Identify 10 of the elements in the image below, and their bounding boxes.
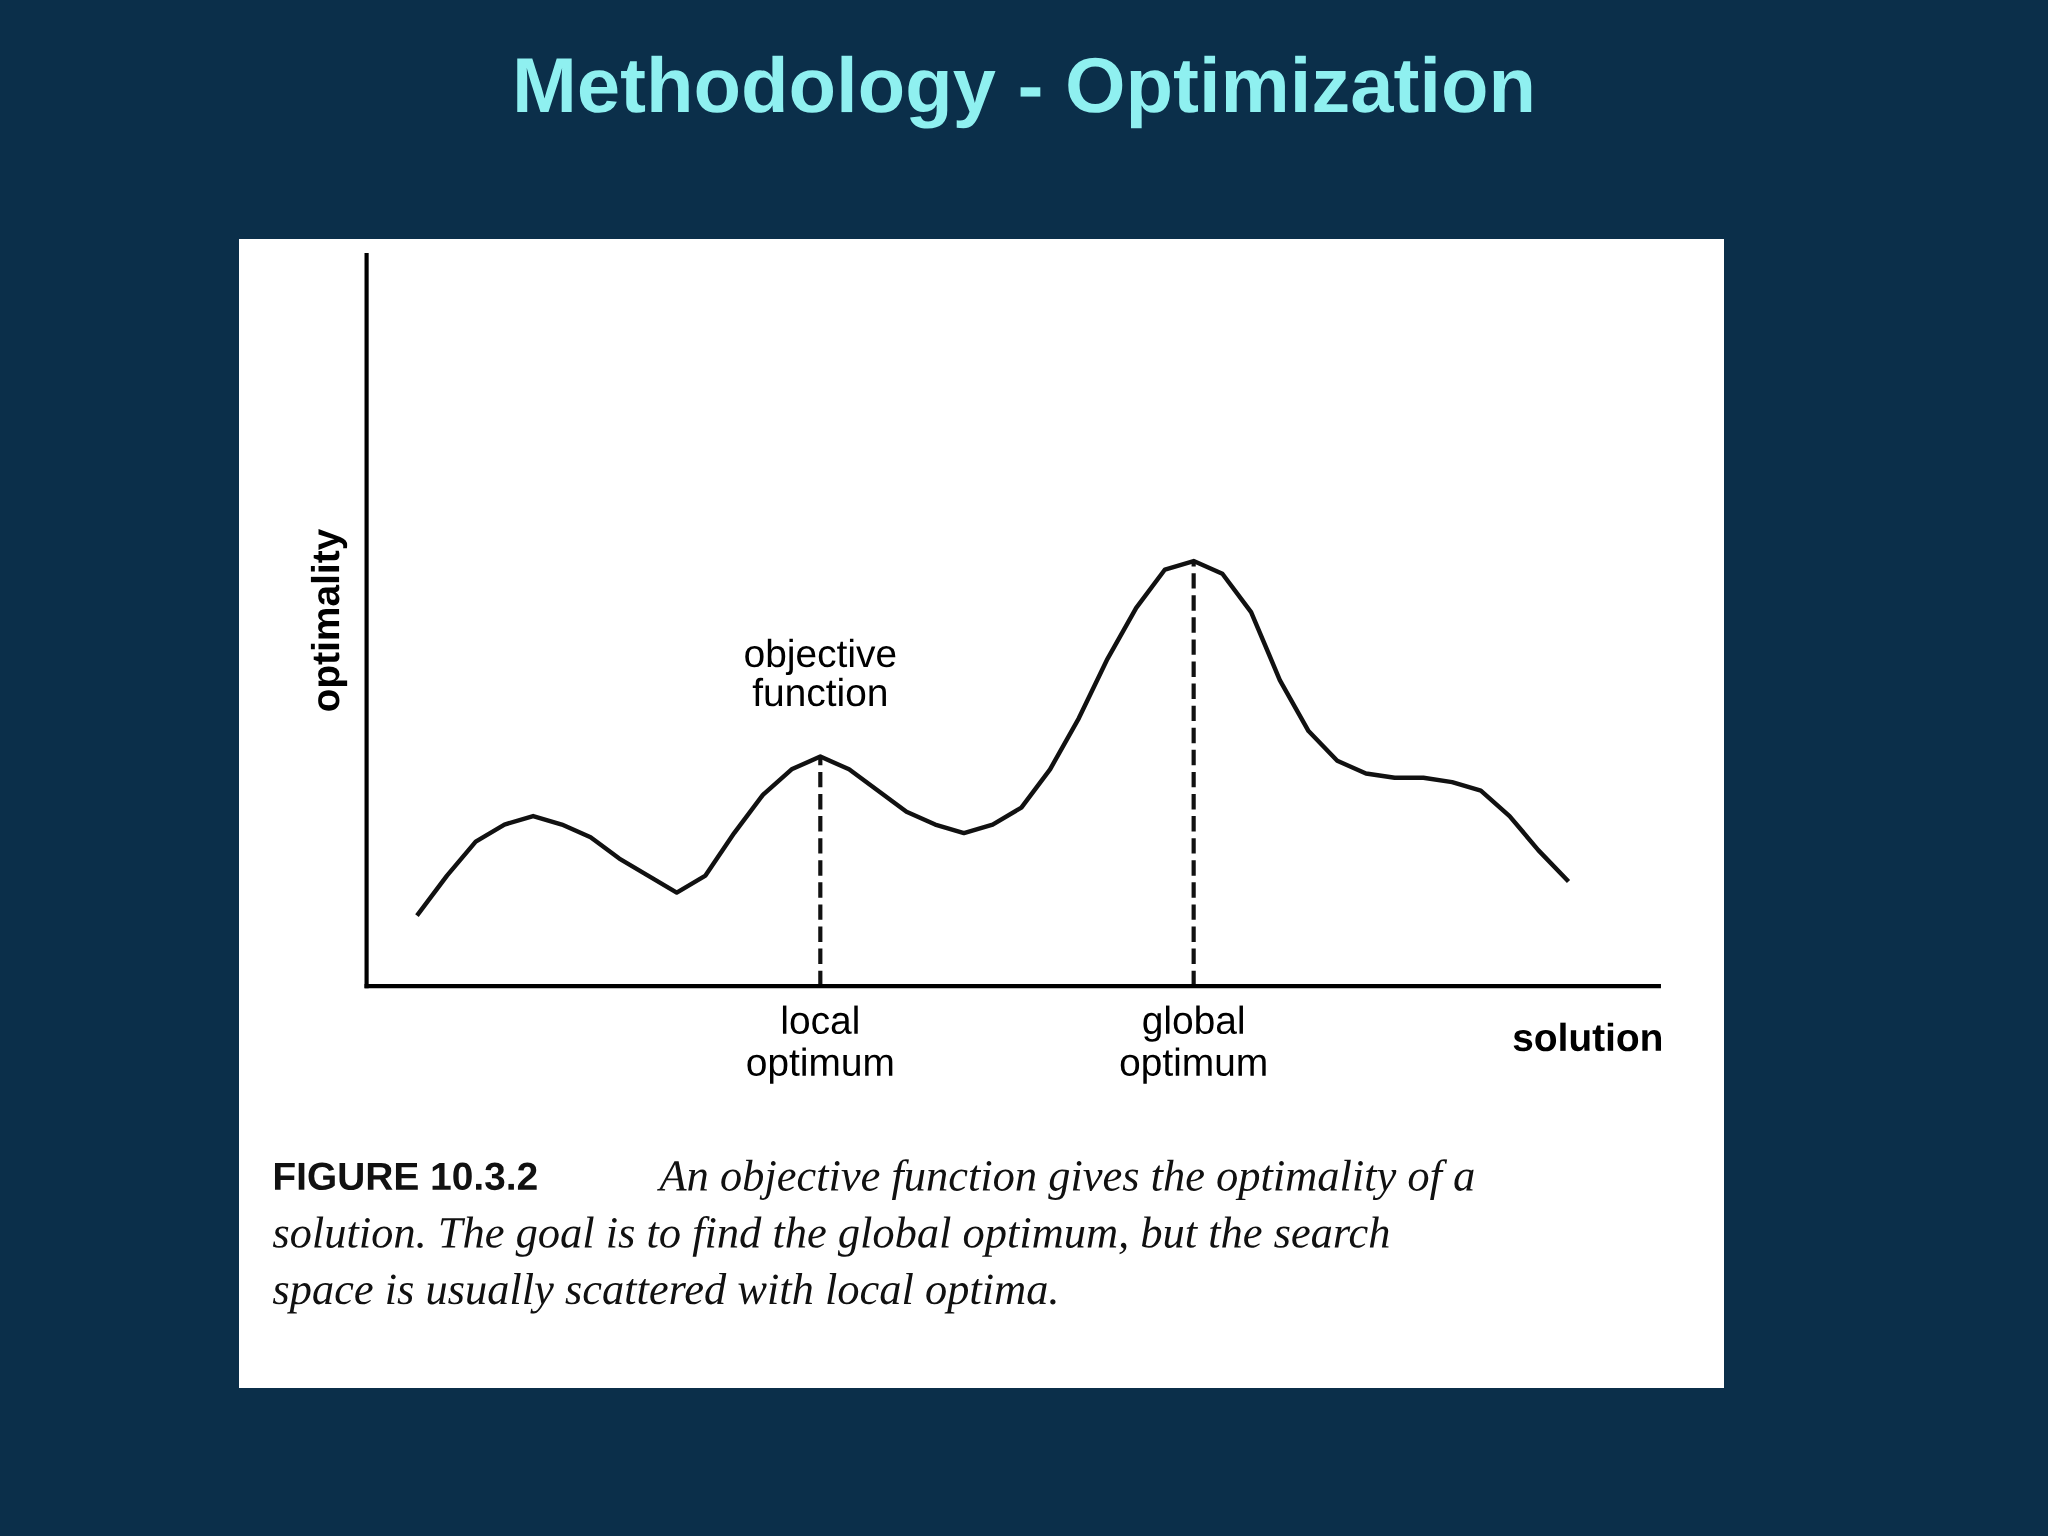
text: An objective function gives the optimality of a (657, 1159, 1474, 1201)
text: space is usually scattered with local optima. (272, 1273, 1056, 1314)
text: objective function (745, 638, 896, 707)
y-axis-title: optimality (310, 528, 348, 711)
text: solution. The goal is to find the global optimum, but the search (272, 1216, 1389, 1257)
x-tick-label: local optimum (747, 1005, 893, 1084)
x-axis-title: solution (1513, 1022, 1662, 1052)
chart-title: Methodology - Optimization (517, 55, 1532, 129)
caption: FIGURE 10.3.2 (274, 1162, 537, 1191)
x-tick-label: global optimum (1120, 1005, 1266, 1084)
